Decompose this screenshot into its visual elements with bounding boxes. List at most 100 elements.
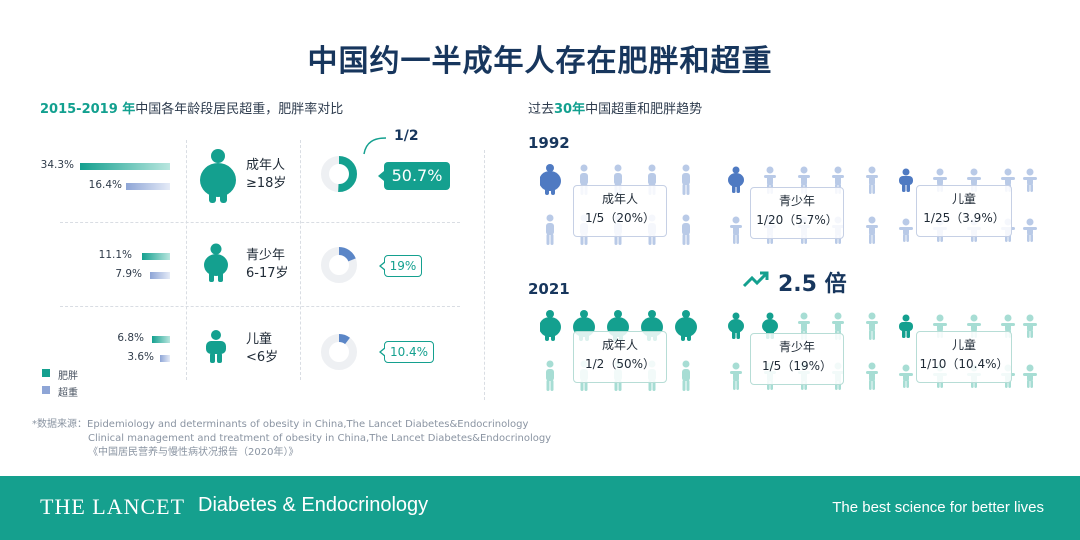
teen-figure-icon <box>832 166 844 194</box>
col-divider-2 <box>300 140 301 380</box>
child-donut-chart <box>321 334 357 370</box>
teen-figure-icon <box>728 312 744 339</box>
source-line-3: 《中国居民营养与慢性病状况报告（2020年）》 <box>88 447 299 458</box>
adult-figure-icon <box>546 214 554 245</box>
group-2021-child: 儿童 1/10（10.4%） <box>916 331 1012 383</box>
teen-total-badge: 19% <box>379 255 422 277</box>
adult-label-age: ≥18岁 <box>246 176 287 191</box>
teen-label: 青少年 6-17岁 <box>246 247 289 283</box>
teen-figure-icon <box>728 166 744 193</box>
legend-obese-swatch <box>42 369 50 377</box>
trend-up-icon <box>742 271 769 288</box>
teen-figure-icon <box>866 166 878 194</box>
section-divider <box>484 150 485 400</box>
adult-figure-icon <box>682 360 690 391</box>
brand-logo-text: THE LANCET <box>40 494 186 519</box>
teen-label-age: 6-17岁 <box>246 266 289 281</box>
footer-bar <box>0 476 1080 540</box>
child-obese-bar <box>152 336 170 343</box>
child-overweight-bar <box>160 355 170 362</box>
adult-figure-icon <box>540 310 561 341</box>
child-obese-pct: 6.8% <box>117 332 144 344</box>
adult-donut-arc <box>321 156 357 192</box>
child-label-name: 儿童 <box>246 332 273 347</box>
teen-overweight-bar <box>150 272 170 279</box>
teen-figure-icon <box>866 312 878 340</box>
right-section-title: 过去30年中国超重和肥胖趋势 <box>528 98 702 117</box>
adult-donut-chart <box>321 156 357 192</box>
source-line-1: *数据来源：Epidemiology and determinants of o… <box>32 419 529 430</box>
left-section-title: 2015-2019 年中国各年龄段居民超重，肥胖率对比 <box>40 98 343 117</box>
group-2021-adult-name: 成年人 <box>601 338 638 352</box>
child-overweight-pct: 3.6% <box>127 351 154 363</box>
adult-overweight-pct: 16.4% <box>88 179 122 191</box>
child-figure-icon <box>899 168 913 192</box>
adult-figure-icon <box>540 164 561 195</box>
right-title-pre: 过去 <box>528 102 555 117</box>
teen-donut-arc <box>321 247 357 283</box>
child-figure-icon <box>1023 314 1037 338</box>
adult-figure-icon <box>200 149 236 203</box>
child-figure-icon <box>899 218 913 242</box>
teen-obese-bar <box>142 253 170 260</box>
row-divider-2 <box>60 306 460 307</box>
year-2021: 2021 <box>528 280 570 298</box>
legend-obese-label: 肥胖 <box>58 371 78 382</box>
left-title-text: 中国各年龄段居民超重，肥胖率对比 <box>135 102 344 117</box>
teen-overweight-pct: 7.9% <box>115 268 142 280</box>
child-figure-icon <box>1023 218 1037 242</box>
one-half-label: 1/2 <box>394 128 419 144</box>
row-divider-1 <box>60 222 460 223</box>
group-1992-adult-name: 成年人 <box>601 192 638 206</box>
tagline: The best science for better lives <box>832 499 1044 516</box>
adult-obese-pct: 34.3% <box>40 159 74 171</box>
left-title-years: 2015-2019 年 <box>40 102 136 117</box>
adult-figure-icon <box>682 164 690 195</box>
group-1992-teen: 青少年 1/20（5.7%） <box>750 187 844 239</box>
page-title: 中国约一半成年人存在肥胖和超重 <box>307 44 773 79</box>
group-2021-child-name: 儿童 <box>951 338 976 352</box>
group-2021-teen: 青少年 1/5（19%） <box>750 333 844 385</box>
group-1992-adult-ratio: 1/5（20%） <box>585 211 655 225</box>
group-1992-teen-name: 青少年 <box>778 194 815 208</box>
adult-label-name: 成年人 <box>246 158 286 173</box>
year-1992: 1992 <box>528 134 570 152</box>
child-total-badge: 10.4% <box>379 341 434 363</box>
child-figure-icon <box>1023 364 1037 388</box>
adult-obese-bar <box>80 163 170 170</box>
teen-label-name: 青少年 <box>246 248 286 263</box>
teen-donut-chart <box>321 247 357 283</box>
right-title-text: 中国超重和肥胖趋势 <box>585 102 703 117</box>
adult-total-badge: 50.7% <box>378 162 450 190</box>
group-1992-child: 儿童 1/25（3.9%） <box>916 185 1012 237</box>
child-figure-icon <box>899 314 913 338</box>
source-line-2: Clinical management and treatment of obe… <box>88 433 552 444</box>
group-2021-child-ratio: 1/10（10.4%） <box>919 357 1009 371</box>
group-1992-adult: 成年人 1/5（20%） <box>573 185 667 237</box>
child-label-age: <6岁 <box>246 350 279 365</box>
col-divider-1 <box>186 140 187 380</box>
teen-figure-icon <box>204 243 228 282</box>
child-donut-arc <box>321 334 357 370</box>
child-figure-icon <box>206 330 226 363</box>
adult-figure-icon <box>546 360 554 391</box>
adult-figure-icon <box>682 214 690 245</box>
adult-label: 成年人 ≥18岁 <box>246 157 286 193</box>
child-figure-icon <box>899 364 913 388</box>
curve-arrow-icon <box>363 137 387 155</box>
legend-overweight-label: 超重 <box>58 388 78 399</box>
child-label: 儿童 <6岁 <box>246 331 278 367</box>
right-title-years: 30年 <box>554 102 586 117</box>
group-2021-adult-ratio: 1/2（50%） <box>585 357 655 371</box>
adult-figure-icon <box>675 310 697 341</box>
adult-overweight-bar <box>126 183 170 190</box>
teen-figure-icon <box>866 216 878 244</box>
teen-figure-icon <box>866 362 878 390</box>
group-2021-adult: 成年人 1/2（50%） <box>573 331 667 383</box>
legend-overweight-swatch <box>42 386 50 394</box>
group-1992-teen-ratio: 1/20（5.7%） <box>756 213 838 227</box>
teen-figure-icon <box>730 362 742 390</box>
teen-obese-pct: 11.1% <box>98 249 132 261</box>
group-2021-teen-name: 青少年 <box>778 340 815 354</box>
child-figure-icon <box>1023 168 1037 192</box>
